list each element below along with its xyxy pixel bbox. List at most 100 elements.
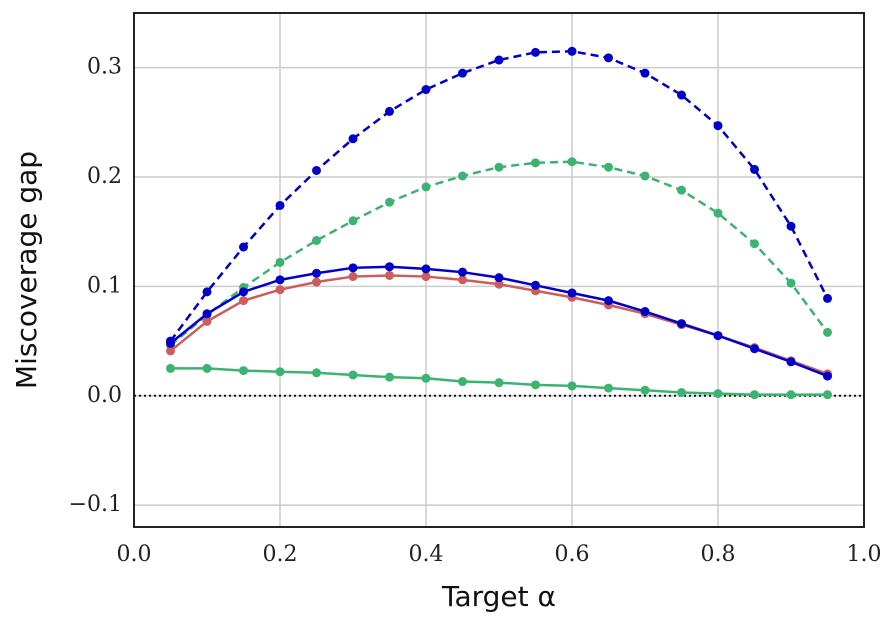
x-tick-label: 0.2 bbox=[263, 542, 298, 567]
data-point bbox=[458, 68, 467, 78]
data-point bbox=[275, 200, 285, 210]
x-tick-label: 0.8 bbox=[701, 542, 736, 567]
data-point bbox=[640, 68, 650, 78]
data-point bbox=[494, 162, 504, 172]
y-tick-label: 0.3 bbox=[87, 55, 122, 80]
data-point bbox=[348, 370, 358, 380]
data-point bbox=[239, 287, 248, 297]
series-line bbox=[169, 274, 828, 376]
data-point bbox=[713, 331, 723, 341]
data-point bbox=[202, 309, 212, 319]
data-point bbox=[640, 171, 650, 181]
data-point bbox=[494, 378, 504, 388]
data-point bbox=[494, 279, 504, 289]
data-point bbox=[275, 275, 285, 285]
data-point bbox=[239, 242, 248, 252]
data-point bbox=[531, 280, 540, 290]
data-point bbox=[677, 185, 686, 195]
data-point bbox=[567, 288, 577, 298]
data-point bbox=[677, 319, 686, 329]
data-point bbox=[750, 164, 759, 174]
data-point bbox=[421, 182, 431, 192]
data-point bbox=[202, 287, 212, 297]
data-point bbox=[385, 197, 394, 207]
data-point bbox=[458, 377, 467, 387]
data-point bbox=[494, 55, 504, 65]
data-point bbox=[421, 373, 431, 383]
plot-frame bbox=[133, 12, 865, 528]
data-point bbox=[385, 270, 394, 280]
data-point bbox=[786, 357, 796, 367]
y-tick-label: 0.2 bbox=[87, 164, 122, 189]
x-tick-label: 1.0 bbox=[847, 542, 882, 567]
y-tick-label: 0.1 bbox=[87, 273, 122, 298]
data-point bbox=[531, 380, 540, 390]
x-tick-label: 0.6 bbox=[555, 542, 590, 567]
data-point bbox=[312, 165, 321, 175]
data-point bbox=[640, 307, 650, 317]
data-point bbox=[677, 387, 686, 397]
data-point bbox=[823, 293, 832, 303]
series-line bbox=[169, 160, 829, 347]
data-point bbox=[275, 285, 285, 295]
data-point bbox=[567, 46, 577, 56]
data-point bbox=[312, 268, 321, 278]
data-point bbox=[823, 390, 832, 400]
data-point bbox=[275, 257, 285, 267]
data-point bbox=[202, 316, 212, 326]
data-point bbox=[166, 363, 175, 373]
data-point bbox=[786, 278, 796, 288]
data-point bbox=[202, 363, 212, 373]
data-point bbox=[640, 385, 650, 395]
data-point bbox=[604, 53, 613, 63]
data-point bbox=[713, 208, 723, 218]
data-point bbox=[458, 275, 467, 285]
data-point bbox=[166, 338, 175, 348]
data-point bbox=[348, 216, 358, 226]
data-point bbox=[750, 390, 759, 400]
x-axis-label: Target α bbox=[441, 580, 556, 613]
data-point bbox=[312, 277, 321, 287]
data-point bbox=[385, 372, 394, 382]
data-point bbox=[348, 272, 358, 282]
data-point bbox=[239, 366, 248, 376]
y-tick-label: 0.0 bbox=[87, 383, 122, 408]
data-point bbox=[604, 162, 613, 172]
x-tick-label: 0.4 bbox=[409, 542, 444, 567]
y-axis-label: Miscoverage gap bbox=[10, 151, 43, 389]
data-point bbox=[713, 389, 723, 399]
data-point bbox=[348, 134, 358, 144]
data-point bbox=[275, 367, 285, 377]
data-point bbox=[567, 381, 577, 391]
data-point bbox=[421, 264, 431, 274]
data-point bbox=[823, 371, 832, 381]
data-point bbox=[458, 267, 467, 277]
data-point bbox=[823, 327, 832, 337]
data-point bbox=[604, 296, 613, 306]
data-point bbox=[531, 158, 540, 168]
data-point bbox=[348, 263, 358, 273]
data-point bbox=[312, 235, 321, 245]
data-point bbox=[494, 273, 504, 283]
data-point bbox=[786, 390, 796, 400]
y-tick-label: −0.1 bbox=[69, 492, 122, 517]
data-point bbox=[385, 262, 394, 272]
data-point bbox=[531, 47, 540, 57]
x-tick-label: 0.0 bbox=[117, 542, 152, 567]
data-point bbox=[458, 171, 467, 181]
data-point bbox=[750, 239, 759, 249]
data-point bbox=[750, 344, 759, 354]
data-point bbox=[421, 85, 431, 95]
series-line bbox=[169, 50, 829, 342]
data-point bbox=[677, 90, 686, 100]
data-point bbox=[421, 272, 431, 282]
data-point bbox=[604, 383, 613, 393]
data-point bbox=[239, 296, 248, 306]
data-point bbox=[385, 106, 394, 116]
data-point bbox=[567, 157, 577, 167]
data-point bbox=[713, 121, 723, 131]
data-point bbox=[312, 368, 321, 378]
data-point bbox=[786, 221, 796, 231]
data-point bbox=[166, 346, 175, 356]
